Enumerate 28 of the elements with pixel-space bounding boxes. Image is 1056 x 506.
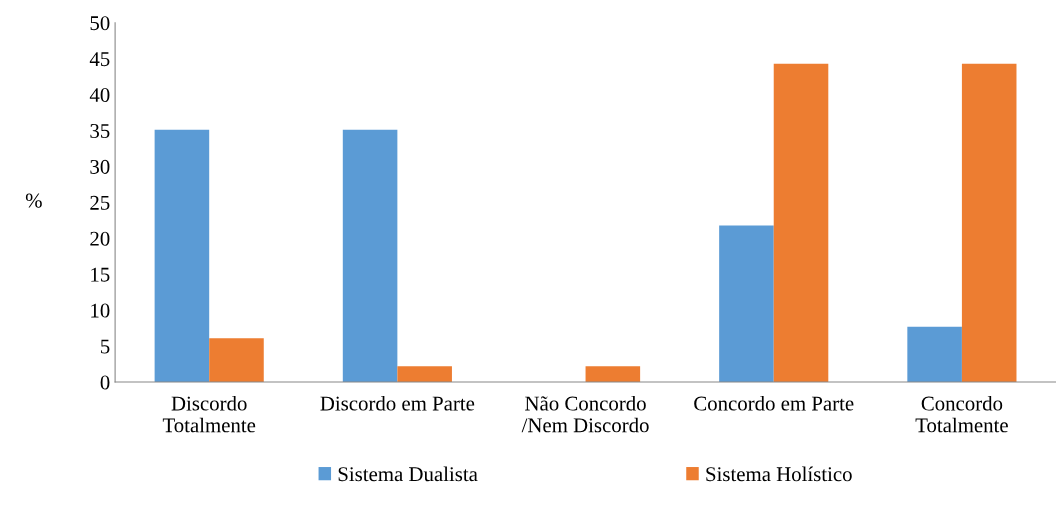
y-tick-label: 10 xyxy=(91,303,110,318)
bar xyxy=(585,366,641,383)
bar xyxy=(397,366,452,383)
legend-label: Sistema Holístico xyxy=(706,466,852,482)
bar xyxy=(907,326,962,383)
x-tick-label: Concordo em Parte xyxy=(694,395,854,411)
bar xyxy=(154,129,210,383)
y-axis-title: % xyxy=(25,193,42,208)
y-tick-label: 25 xyxy=(90,195,110,210)
x-tick-label: Discordo Totalmente xyxy=(162,395,256,433)
legend-label: Sistema Dualista xyxy=(338,466,478,482)
bar xyxy=(209,338,264,383)
y-tick-label: 45 xyxy=(89,52,110,67)
y-tick-label: 15 xyxy=(91,267,110,282)
y-tick-label: 5 xyxy=(101,339,110,354)
y-tick-label: 30 xyxy=(90,159,110,174)
x-tick-label: Não Concordo /Nem Discordo xyxy=(521,395,649,433)
bar xyxy=(342,129,398,383)
bar xyxy=(961,63,1017,383)
x-tick-label: Discordo em Parte xyxy=(320,395,475,411)
bar xyxy=(719,225,774,383)
y-tick-label: 35 xyxy=(90,123,110,138)
y-tick-label: 40 xyxy=(89,88,110,103)
x-tick-label: Concordo Totalmente xyxy=(915,395,1008,433)
bar xyxy=(773,63,829,383)
y-tick-label: 20 xyxy=(90,231,110,246)
y-tick-label: 50 xyxy=(90,16,110,31)
y-tick-label: 0 xyxy=(100,375,110,390)
